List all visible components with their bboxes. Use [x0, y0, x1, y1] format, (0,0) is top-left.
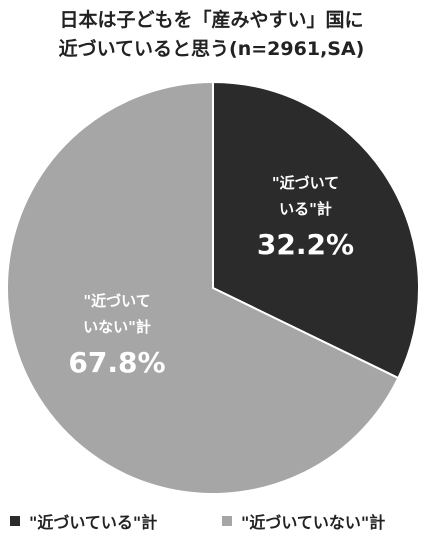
legend-swatch-not-near — [222, 516, 232, 526]
pie-slice-0 — [212, 80, 420, 380]
chart-title: 日本は子どもを「産みやすい」国に 近づいていると思う(n=2961,SA) — [0, 6, 423, 64]
pie-slice-1 — [6, 80, 400, 495]
chart-title-line-1: 日本は子どもを「産みやすい」国に — [59, 9, 364, 31]
slice-value-label-1: 67.8% — [68, 346, 165, 379]
legend-label-near: "近づいている"計 — [29, 513, 158, 532]
slice-value-label-0: 32.2% — [257, 228, 354, 261]
legend-item-not-near: "近づいていない"計 — [222, 509, 385, 533]
chart-legend: "近づいている"計 "近づいていない"計 — [10, 509, 423, 533]
legend-label-not-near: "近づいていない"計 — [241, 513, 386, 532]
slice-label-1-line-0: "近づいて — [83, 292, 150, 310]
legend-item-near: "近づいている"計 — [10, 509, 157, 533]
chart-title-line-2: 近づいていると思う(n=2961,SA) — [58, 38, 365, 60]
slice-label-0-line-0: "近づいて — [272, 174, 339, 192]
slice-label-0-line-1: いる"計 — [279, 200, 332, 218]
legend-swatch-near — [10, 516, 20, 526]
slice-label-1-line-1: いない"計 — [83, 318, 151, 336]
